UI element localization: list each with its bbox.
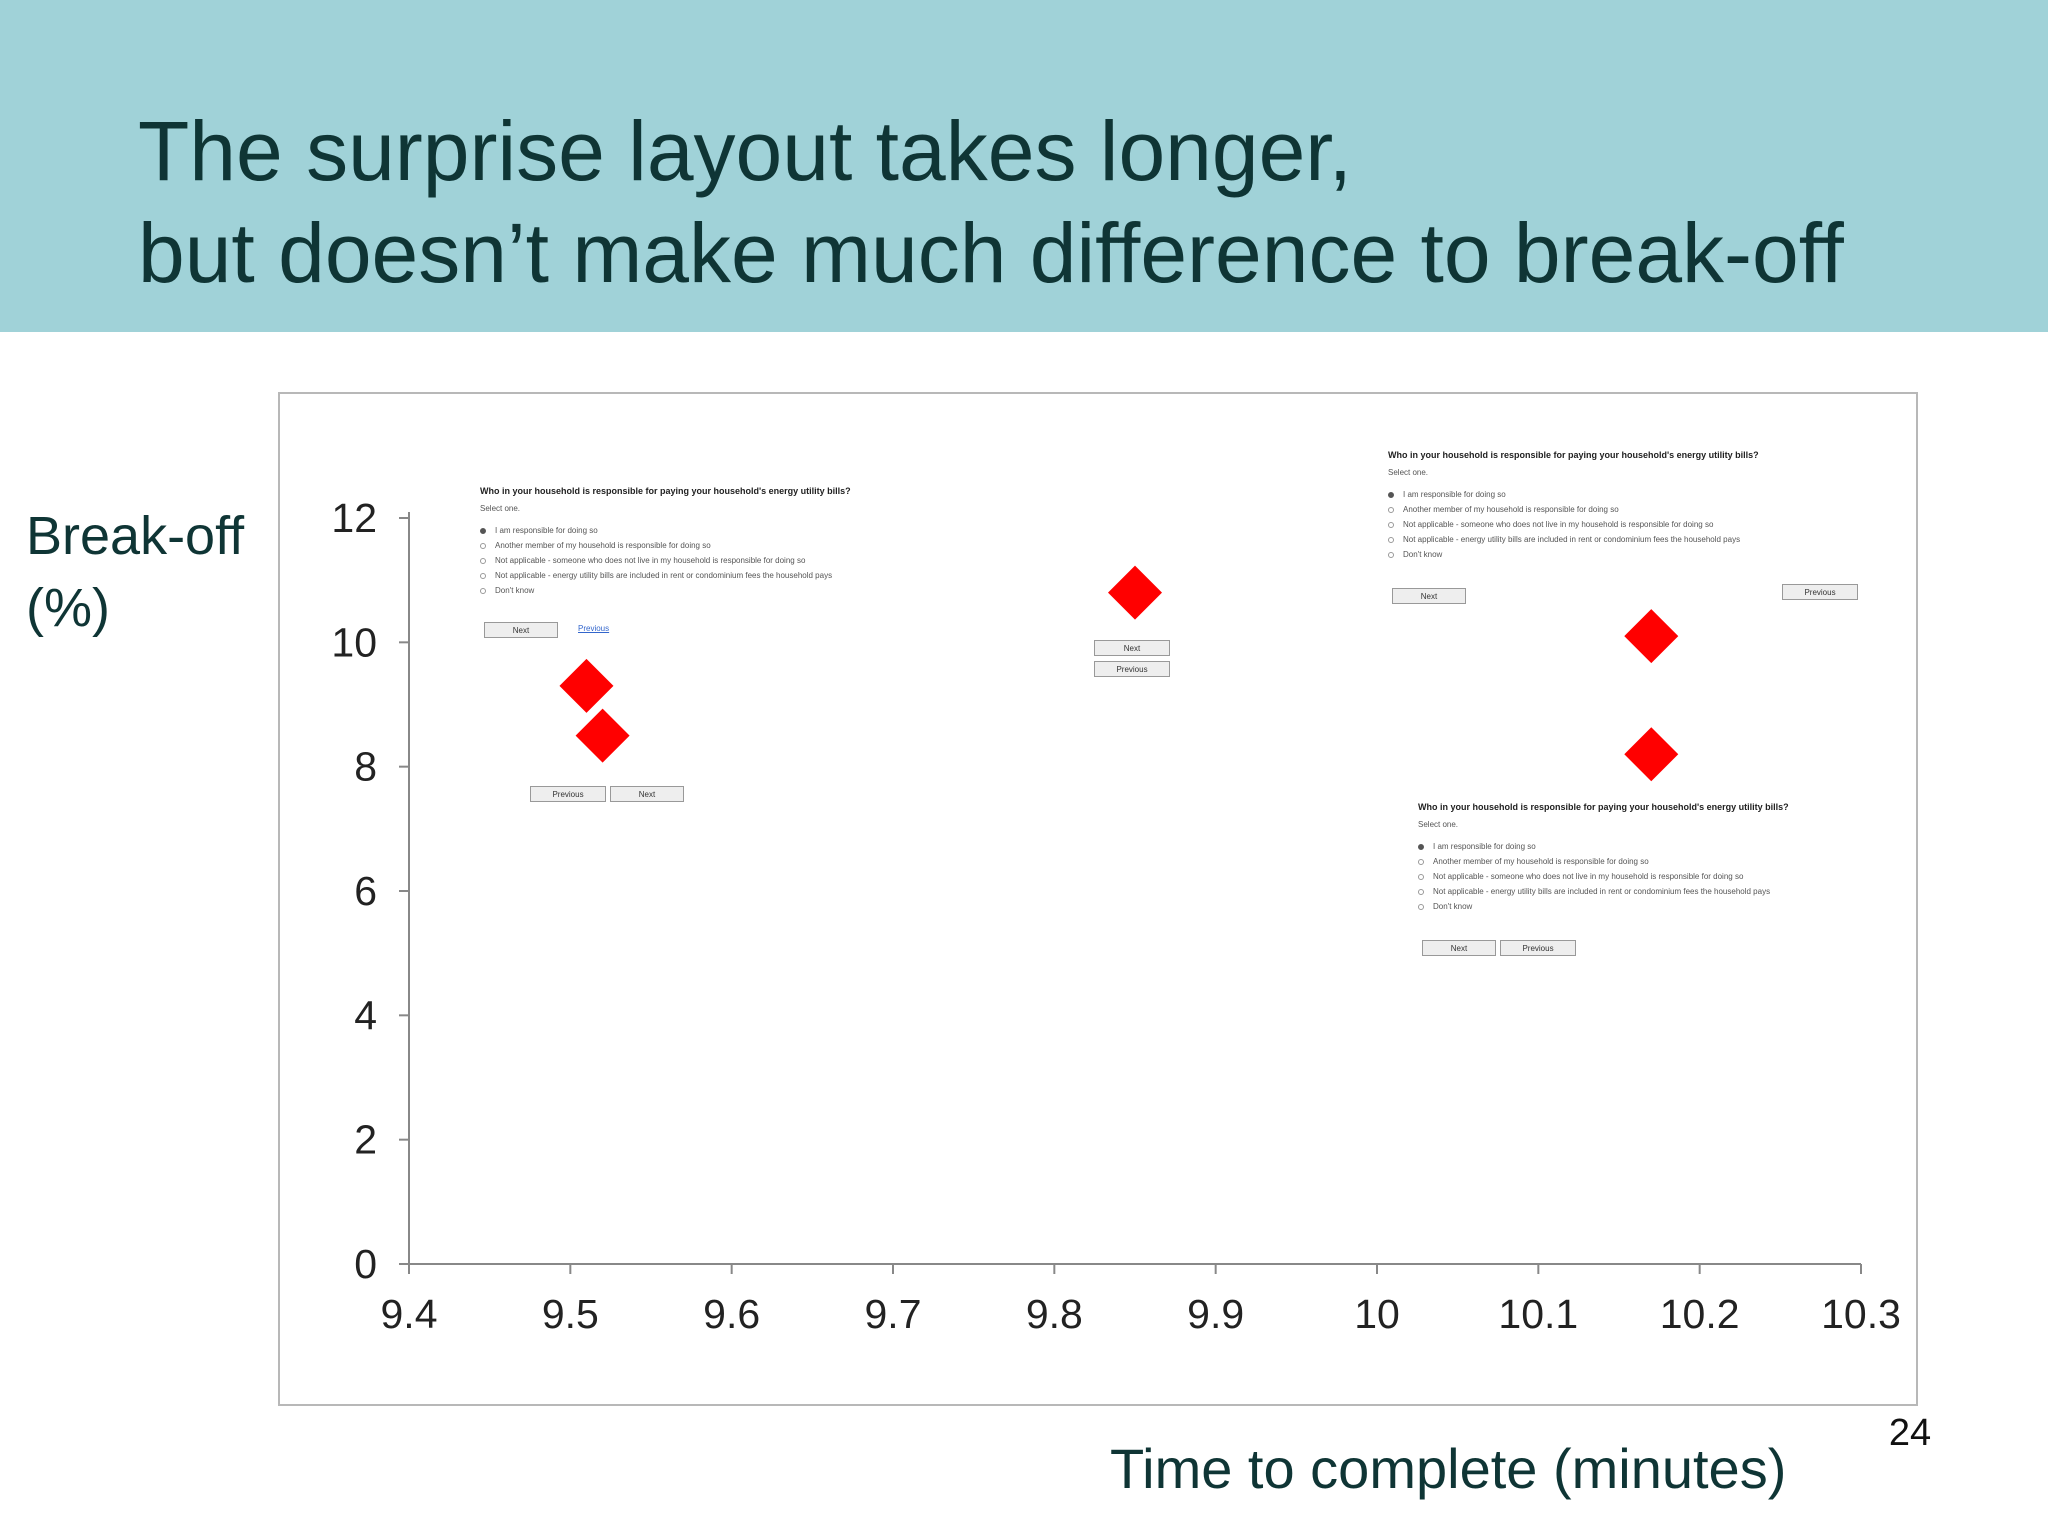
survey-question-text: Who in your household is responsible for… [1388,450,1759,460]
data-point [575,708,630,763]
y-axis-title-line-1: Break-off [26,506,245,566]
survey-option-label: Another member of my household is respon… [1433,857,1649,866]
survey-option[interactable]: Not applicable - someone who does not li… [480,553,851,568]
survey-question-top-right: Who in your household is responsible for… [1388,450,1759,562]
radio-icon[interactable] [1388,536,1394,543]
radio-icon[interactable] [1418,888,1424,895]
x-tick-label: 9.4 [381,1291,438,1337]
radio-icon[interactable] [1418,873,1424,880]
survey-question-bottom-right: Who in your household is responsible for… [1418,802,1789,914]
survey-option[interactable]: Not applicable - energy utility bills ar… [480,568,851,583]
x-tick-label: 10 [1354,1291,1400,1337]
x-tick-label: 9.8 [1026,1291,1083,1337]
chart-frame: 0 2 4 6 8 10 12 9.4 9.5 9.6 9.7 9.8 9.9 10 10.1 10.2 10.… [278,392,1918,1406]
survey-option-label: Not applicable - someone who does not li… [495,556,806,565]
survey-option-label: Not applicable - energy utility bills ar… [1433,887,1771,896]
scatter-chart: 0 2 4 6 8 10 12 9.4 9.5 9.6 9.7 9.8 9.9 10 10.1 10.2 10.… [331,495,1901,1337]
slide-title-line-1: The surprise layout takes longer, [138,104,1352,198]
data-point [1108,565,1162,620]
middle-previous-button[interactable]: Previous [1094,661,1170,677]
radio-icon[interactable] [1388,551,1394,558]
survey-option-label: Another member of my household is respon… [1403,505,1619,514]
radio-icon[interactable] [1418,903,1424,910]
survey-select-text: Select one. [1388,468,1429,477]
survey-top-right-previous-button[interactable]: Previous [1782,584,1858,600]
survey-bottom-right-previous-button[interactable]: Previous [1500,940,1576,956]
survey-option-label: Another member of my household is respon… [495,541,711,550]
y-tick-label: 6 [354,868,377,914]
survey-question-text: Who in your household is responsible for… [1418,802,1789,812]
x-tick-label: 9.6 [703,1291,760,1337]
survey-bottom-right-next-button[interactable]: Next [1422,940,1496,956]
survey-option-label: Don't know [1403,550,1443,559]
y-axis-title: Break-off (%) [26,500,244,644]
x-tick-label: 10.2 [1660,1291,1740,1337]
y-tick-label: 0 [354,1241,377,1287]
radio-icon[interactable] [480,557,486,564]
data-point [1624,727,1679,782]
y-axis-title-line-2: (%) [26,578,110,638]
radio-icon[interactable] [480,587,486,594]
x-tick-label: 9.9 [1187,1291,1244,1337]
survey-option-label: Don't know [495,586,535,595]
survey-option[interactable]: Another member of my household is respon… [1388,502,1759,517]
radio-icon[interactable] [1418,858,1424,865]
survey-option[interactable]: I am responsible for doing so [1388,487,1759,502]
title-banner: The surprise layout takes longer, but do… [0,0,2048,332]
x-tick-label: 9.7 [865,1291,922,1337]
survey-option-label: I am responsible for doing so [1403,490,1506,499]
radio-icon[interactable] [1388,521,1394,528]
x-tick-label: 10.3 [1821,1291,1901,1337]
x-tick-label: 9.5 [542,1291,599,1337]
slide-number: 24 [1888,1412,1932,1454]
slide-title-line-2: but doesn’t make much difference to brea… [138,206,1844,300]
survey-option[interactable]: Not applicable - someone who does not li… [1418,869,1789,884]
survey-option-label: Not applicable - energy utility bills ar… [495,571,833,580]
survey-option[interactable]: Not applicable - energy utility bills ar… [1388,532,1759,547]
survey-question-left: Who in your household is responsible for… [480,486,851,598]
left-next-button[interactable]: Next [610,786,684,802]
survey-option-label: Not applicable - energy utility bills ar… [1403,535,1741,544]
slide-title: The surprise layout takes longer, but do… [138,100,2018,304]
survey-top-right-next-button[interactable]: Next [1392,588,1466,604]
x-axis-title: Time to complete (minutes) [1110,1437,1787,1500]
survey-option[interactable]: Not applicable - energy utility bills ar… [1418,884,1789,899]
radio-icon[interactable] [1388,506,1394,513]
survey-option[interactable]: Not applicable - someone who does not li… [1388,517,1759,532]
survey-question-text: Who in your household is responsible for… [480,486,851,496]
y-tick-label: 10 [331,619,377,665]
survey-option[interactable]: Don't know [1388,547,1759,562]
survey-option[interactable]: Another member of my household is respon… [1418,854,1789,869]
chart-marks [559,565,1679,782]
survey-select-text: Select one. [480,504,521,513]
left-previous-button[interactable]: Previous [530,786,606,802]
survey-option-label: I am responsible for doing so [1433,842,1536,851]
survey-left-previous-link[interactable]: Previous [578,624,610,633]
y-tick-label: 4 [354,992,377,1038]
y-tick-label: 2 [354,1117,377,1163]
x-tick-label: 10.1 [1498,1291,1578,1337]
survey-option[interactable]: Don't know [1418,899,1789,914]
survey-option-label: Not applicable - someone who does not li… [1403,520,1714,529]
y-tick-label: 12 [331,495,377,541]
radio-checked-icon[interactable] [480,527,486,534]
y-tick-label: 8 [354,744,377,790]
survey-option-label: Not applicable - someone who does not li… [1433,872,1744,881]
survey-option-label: Don't know [1433,902,1473,911]
radio-icon[interactable] [480,542,486,549]
chart-axes: 0 2 4 6 8 10 12 9.4 9.5 9.6 9.7 9.8 9.9 10 10.1 10.2 10.… [331,495,1901,1337]
survey-option[interactable]: I am responsible for doing so [1418,839,1789,854]
survey-option[interactable]: I am responsible for doing so [480,523,851,538]
radio-checked-icon[interactable] [1388,491,1394,498]
survey-option[interactable]: Don't know [480,583,851,598]
data-point [1624,609,1679,664]
middle-next-button[interactable]: Next [1094,640,1170,656]
survey-select-text: Select one. [1418,820,1459,829]
radio-checked-icon[interactable] [1418,843,1424,850]
survey-left-next-button[interactable]: Next [484,622,558,638]
survey-option-label: I am responsible for doing so [495,526,598,535]
survey-option[interactable]: Another member of my household is respon… [480,538,851,553]
radio-icon[interactable] [480,572,486,579]
data-point [559,658,614,713]
